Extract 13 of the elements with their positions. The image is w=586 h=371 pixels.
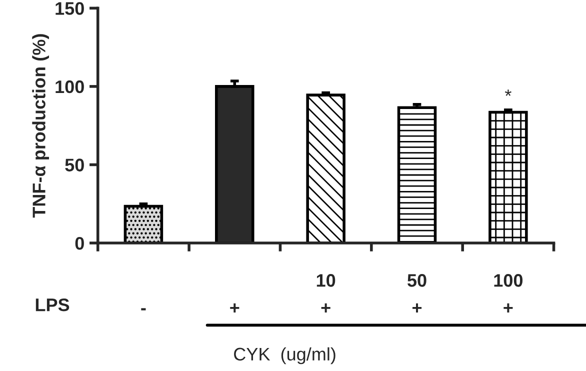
x-tick-label: -	[141, 308, 146, 310]
annotation: *	[504, 90, 512, 96]
x-tick-label: 10 +	[316, 274, 336, 313]
text: CYK (ug/ml)	[234, 347, 336, 364]
y-tick-label: 0	[75, 236, 84, 250]
text: LPS	[36, 298, 70, 312]
y-axis-title: TNF-α production (%)	[32, 34, 49, 218]
y-tick-label: 100	[56, 80, 84, 94]
x-tick-label: 50 +	[408, 274, 426, 313]
y-tick-label: 150	[56, 2, 84, 15]
x-tick-label: +	[230, 303, 240, 313]
x-tick-label: 100 +	[494, 274, 523, 313]
y-tick-label: 50	[65, 158, 84, 172]
